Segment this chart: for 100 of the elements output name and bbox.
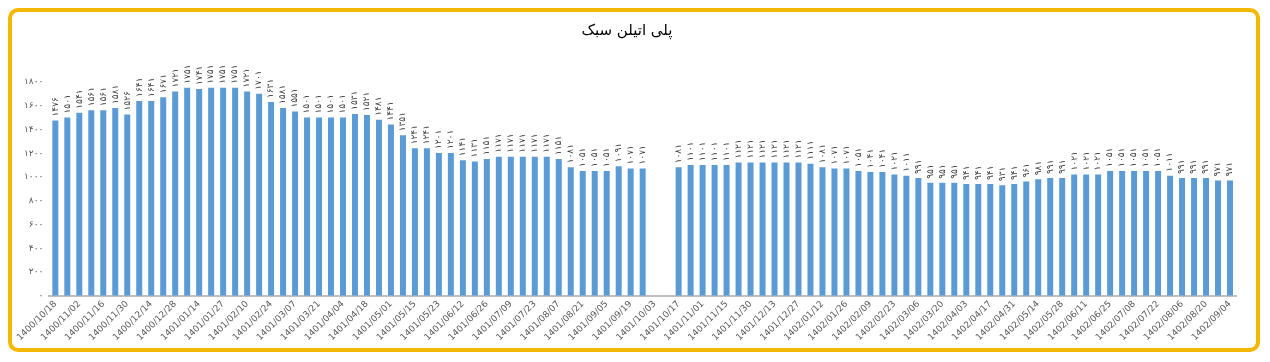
bar [543, 156, 550, 296]
bar [999, 185, 1006, 296]
data-label: ۱۰۵۱ [852, 147, 863, 167]
bar [352, 113, 358, 296]
data-label: ۱۷۵۱ [205, 64, 216, 84]
data-label: ۹۵۱ [948, 164, 959, 179]
bar [1071, 174, 1078, 296]
y-tick-label: ۱۰۰۰ [23, 171, 44, 182]
bar [1215, 180, 1222, 296]
data-label: ۱۱۷۱ [541, 133, 552, 153]
data-label: ۹۴۱ [984, 165, 995, 180]
bar [340, 117, 346, 296]
data-label: ۱۵۳۱ [349, 90, 360, 110]
bar [783, 162, 790, 296]
data-label: ۹۷۱ [1224, 161, 1235, 177]
bar [747, 162, 754, 296]
data-label: ۱۲۴۱ [409, 125, 420, 145]
y-tick-label: ۲۰۰ [28, 266, 44, 277]
data-label: ۱۳۵۱ [397, 111, 408, 132]
bar [711, 164, 718, 296]
bar [423, 148, 430, 296]
bar [64, 117, 71, 296]
data-label: ۱۷۴۱ [193, 65, 204, 85]
bar [256, 93, 263, 296]
bar [891, 174, 898, 296]
bar [52, 120, 59, 296]
bar [1179, 178, 1186, 296]
data-label: ۱۶۷۱ [157, 73, 168, 94]
data-label: ۱۵۰۱ [337, 94, 348, 114]
bar [112, 108, 119, 296]
data-label: ۱۵۸۱ [109, 84, 120, 104]
data-label: ۱۰۵۱ [1128, 147, 1139, 167]
bar [316, 117, 323, 296]
data-label: ۱۰۱۱ [900, 152, 911, 172]
bar [435, 153, 442, 296]
bar [915, 178, 922, 296]
bar [1167, 175, 1174, 296]
data-label: ۱۰۷۱ [828, 145, 839, 165]
data-label: ۱۰۷۱ [625, 145, 636, 165]
bar [220, 87, 227, 296]
bar [387, 124, 394, 296]
data-label: ۱۰۸۱ [816, 144, 827, 164]
bar [471, 161, 478, 296]
bar [495, 156, 502, 296]
bar [759, 162, 766, 296]
bar [675, 167, 682, 296]
bar [447, 153, 454, 296]
bar [531, 156, 538, 296]
data-label: ۹۳۱ [996, 166, 1007, 182]
data-label: ۱۰۵۱ [1116, 147, 1127, 167]
data-label: ۱۷۰۱ [253, 70, 264, 90]
bar [987, 183, 994, 296]
y-tick-label: ۴۰۰ [28, 242, 44, 253]
y-tick-label: ۱۶۰۰ [23, 100, 44, 111]
data-label: ۱۱۲۱ [744, 139, 755, 159]
data-label: ۱۵۲۶ [121, 91, 132, 111]
bar [1119, 170, 1126, 296]
data-label: ۹۹۱ [1188, 159, 1199, 175]
bar [1155, 170, 1162, 296]
bar [1131, 170, 1138, 296]
bar [1191, 178, 1198, 296]
bar [603, 170, 610, 296]
data-label: ۱۷۵۱ [229, 64, 240, 84]
data-label: ۱۶۴۱ [145, 77, 156, 97]
data-label: ۱۱۲۱ [756, 139, 767, 159]
data-label: ۱۵۲۱ [361, 91, 372, 112]
data-label: ۱۰۵۱ [589, 147, 600, 167]
data-label: ۱۶۳۱ [265, 78, 276, 99]
data-label: ۱۷۲۱ [241, 68, 252, 88]
data-label: ۱۱۷۱ [505, 133, 516, 153]
data-label: ۱۱۰۱ [720, 141, 731, 161]
bar [1035, 179, 1042, 296]
bar [927, 182, 934, 296]
bar [1107, 170, 1114, 296]
data-label: ۹۹۱ [1056, 159, 1067, 175]
data-label: ۹۹۱ [912, 159, 923, 175]
data-label: ۱۵۶۱ [97, 87, 108, 107]
bar [208, 87, 215, 296]
bar [459, 160, 466, 296]
data-label: ۹۹۱ [1176, 159, 1187, 175]
data-label: ۱۵۰۱ [301, 94, 312, 114]
data-label: ۱۵۰۱ [325, 94, 336, 114]
data-label: ۱۰۴۱ [876, 148, 887, 169]
data-label: ۹۴۱ [960, 165, 971, 180]
bar [148, 100, 155, 296]
data-label: ۱۵۸۱ [277, 84, 288, 104]
bar [328, 117, 335, 296]
bar [867, 172, 874, 296]
data-label: ۱۰۲۱ [1068, 151, 1079, 171]
y-tick-label: ۱۴۰۰ [23, 123, 44, 134]
bar [136, 100, 143, 296]
data-label: ۱۰۷۱ [840, 145, 851, 165]
data-label: ۹۷۱ [1212, 161, 1223, 177]
data-label: ۱۰۸۱ [565, 144, 576, 164]
data-label: ۱۰۵۱ [1104, 147, 1115, 167]
bar [555, 159, 562, 296]
y-tick-label: ۱۸۰۰ [23, 76, 44, 87]
bar [1011, 183, 1018, 296]
data-label: ۹۹۱ [1200, 159, 1211, 175]
chart-title: پلی اتیلن سبک [581, 20, 673, 40]
